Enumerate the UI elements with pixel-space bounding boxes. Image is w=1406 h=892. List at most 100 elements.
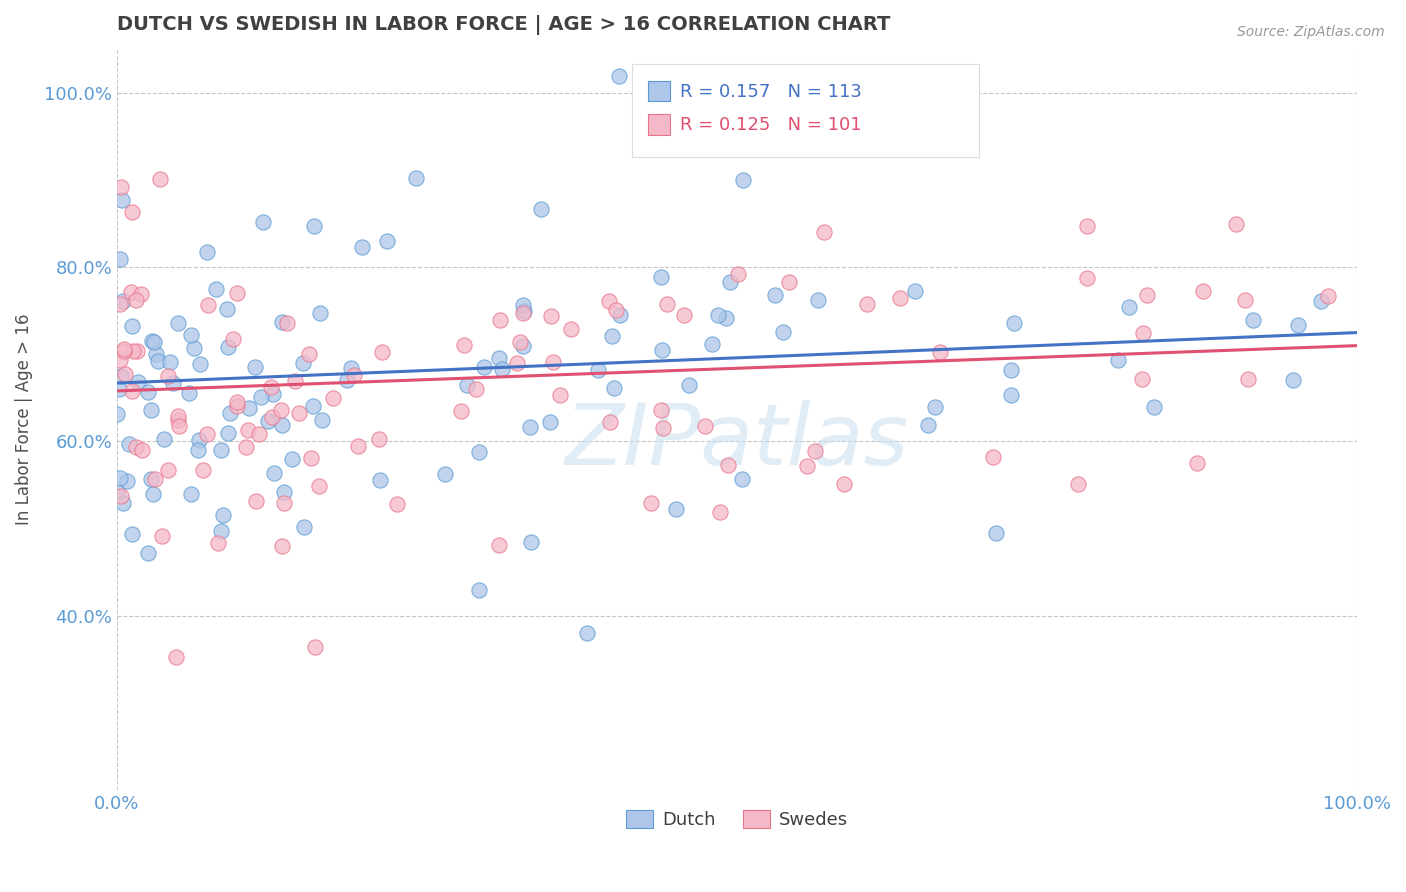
Point [187,443,209,458]
Point [125,343,148,358]
Point [125,440,148,454]
Point [250,390,273,404]
Point [673,308,696,322]
Point [778,275,800,289]
Point [716,458,738,472]
Point [489,313,512,327]
Point [110,252,132,266]
Legend: Dutch, Swedes: Dutch, Swedes [619,803,855,837]
Text: DUTCH VS SWEDISH IN LABOR FORCE | AGE > 16 CORRELATION CHART: DUTCH VS SWEDISH IN LABOR FORCE | AGE > … [117,15,890,35]
Point [146,354,169,368]
Point [700,336,723,351]
Point [276,317,298,331]
Point [236,423,259,437]
Point [156,368,179,383]
FancyBboxPatch shape [631,64,979,157]
Point [141,487,163,501]
Point [813,225,835,239]
Point [270,403,292,417]
Point [336,373,359,387]
Point [832,477,855,491]
Point [121,205,143,219]
Point [108,471,131,485]
Point [245,360,267,375]
Point [530,202,553,217]
Point [114,367,136,381]
Point [468,583,491,598]
Point [650,403,672,417]
Point [112,342,135,356]
Point [1130,372,1153,386]
Point [491,362,513,376]
Bar [648,114,671,135]
Point [512,339,534,353]
Point [1234,293,1257,307]
Point [226,395,249,409]
Point [367,433,389,447]
Point [218,406,240,420]
Point [763,288,786,302]
Point [1286,318,1309,332]
Point [162,376,184,390]
Point [111,496,134,510]
Point [727,267,749,281]
Point [657,297,679,311]
Text: Source: ZipAtlas.com: Source: ZipAtlas.com [1237,25,1385,39]
Point [292,520,315,534]
Point [121,343,143,358]
Point [1192,284,1215,298]
Point [131,443,153,458]
Point [110,489,132,503]
Point [235,440,257,454]
Point [311,412,333,426]
Point [405,171,427,186]
Point [371,345,394,359]
Point [488,538,510,552]
Point [804,444,827,458]
Point [159,354,181,368]
Point [141,472,163,486]
Point [108,382,131,396]
Point [304,640,326,655]
Point [731,173,754,187]
Point [695,418,717,433]
Point [894,137,917,152]
Point [121,319,143,334]
Point [308,478,330,492]
Point [807,293,830,307]
Point [120,285,142,300]
Point [340,360,363,375]
Point [509,334,531,349]
Point [716,311,738,326]
Point [456,378,478,392]
Point [209,524,232,538]
Point [111,293,134,308]
Point [1316,289,1339,303]
Point [598,293,620,308]
Point [111,194,134,208]
Point [191,463,214,477]
Point [115,474,138,488]
Point [125,293,148,308]
Point [247,426,270,441]
Point [157,463,180,477]
Text: ZIPatlas: ZIPatlas [565,401,910,483]
Point [1143,400,1166,414]
Point [271,539,294,553]
Point [651,343,673,357]
Point [197,298,219,312]
Point [538,415,561,429]
Point [195,426,218,441]
Point [1000,363,1022,377]
Point [540,309,562,323]
Point [387,497,409,511]
Point [904,285,927,299]
Point [796,458,818,473]
Point [1282,373,1305,387]
Point [167,419,190,434]
Point [375,234,398,248]
Point [1136,288,1159,302]
Point [370,473,392,487]
Point [302,219,325,233]
Point [298,347,321,361]
